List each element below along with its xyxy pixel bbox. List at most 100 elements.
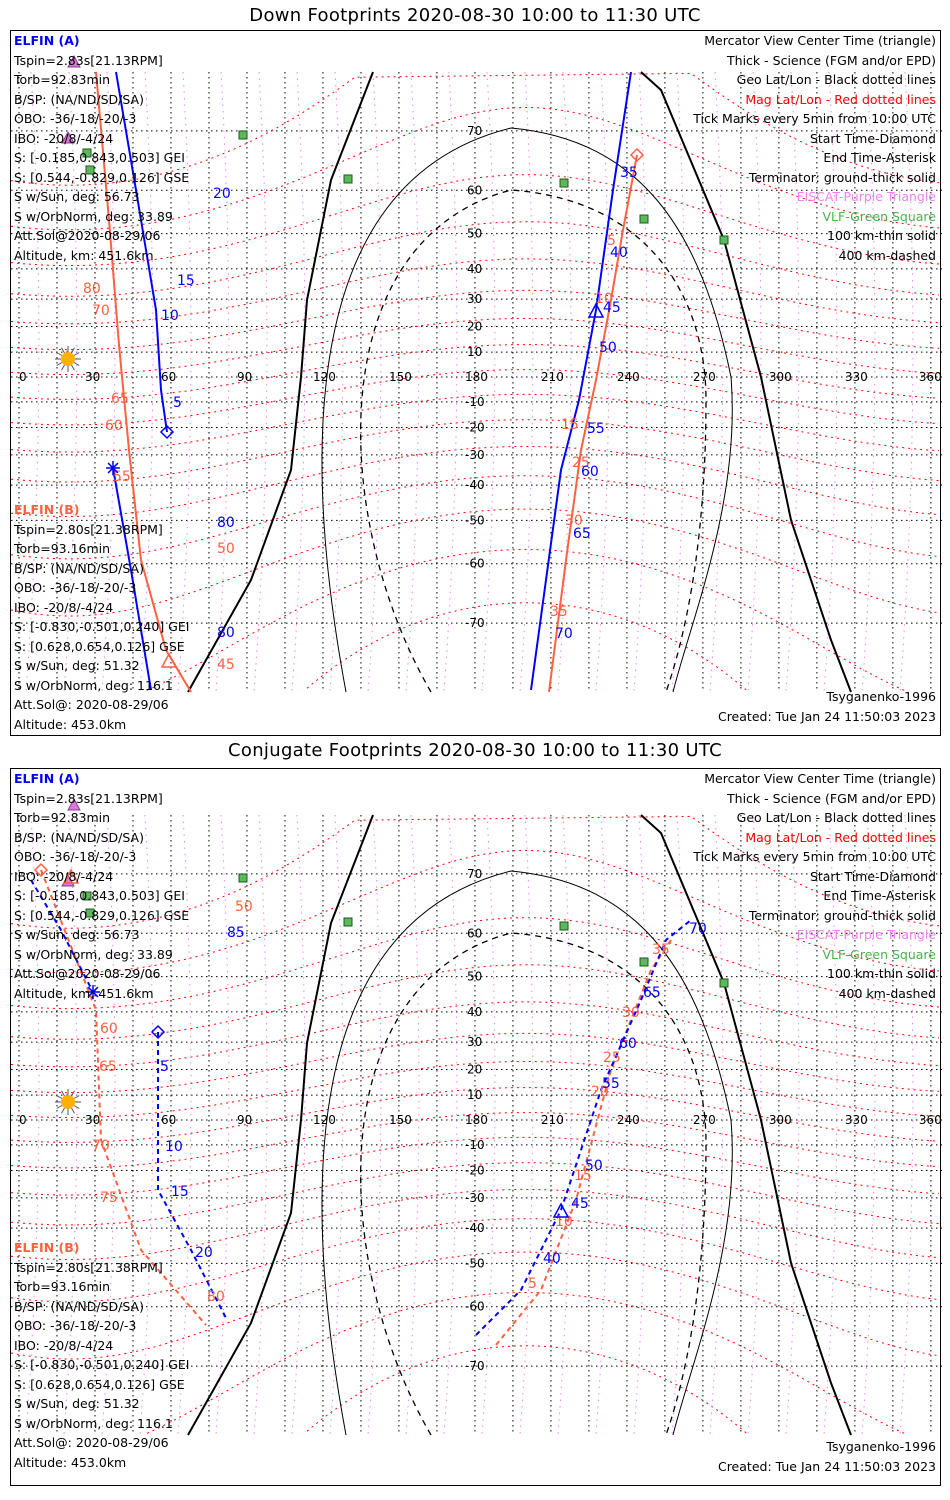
lat-tick-label: -40: [465, 478, 485, 492]
elfin-b-info-label: ELFIN (B): [14, 502, 80, 517]
elfin-a-info-line: OBO: -36/-18/-20/-3: [14, 849, 137, 864]
mag-meridian: [367, 71, 382, 693]
legend-item: Thick - Science (FGM and/or EPD): [727, 790, 936, 806]
lat-tick-label: -10: [465, 395, 485, 409]
mag-meridian: [63, 71, 78, 693]
mag-parallel: [10, 1087, 940, 1143]
elfin-b-info-line: Torb=93.16min: [14, 541, 111, 556]
legend-item: 100 km-thin solid: [827, 966, 936, 981]
elfin-a-tick-label: 40: [543, 1251, 561, 1267]
elfin-b-info-line: OBO: -36/-18/-20/-3: [14, 580, 137, 595]
mag-parallel: [10, 289, 940, 351]
lat-tick-label: 70: [467, 867, 482, 881]
legend-item: EISCAT-Purple Triangle: [796, 927, 936, 942]
lon-tick-label: 60: [161, 1113, 176, 1127]
legend-item: VLF-Green Square: [822, 946, 936, 962]
mag-meridian: [177, 71, 192, 693]
elfin-b-tick-label: 75: [100, 1190, 118, 1206]
lon-tick-label: 120: [313, 1113, 336, 1127]
lon-tick-label: 150: [389, 370, 412, 384]
vlf-station-square: [238, 873, 248, 883]
legend-item: 400 km-dashed: [838, 247, 936, 263]
legend: Mercator View Center Time (triangle) Thic…: [693, 769, 936, 1003]
elfin-b-start-diamond: [33, 862, 49, 878]
elfin-b-tick-label: 15: [574, 1168, 592, 1184]
mag-parallel: [10, 1162, 940, 1226]
elfin-a-info-line: Tspin=2.83s[21.13RPM]: [14, 52, 163, 68]
lat-tick-label: 60: [467, 183, 482, 197]
elfin-b-tick-label: 70: [92, 1138, 110, 1154]
elfin-a-info-line: Att.Sol@2020-08-29/06: [14, 966, 161, 981]
legend-item: Terminator: ground-thick solid: [748, 907, 936, 923]
mag-parallel: [10, 1218, 940, 1303]
mag-meridian: [747, 71, 762, 693]
terminator-100km: [321, 870, 733, 1436]
elfin-a-track: [30, 879, 94, 993]
elfin-b-info-line: S: [-0.830,-0.501,0.240] GEI: [14, 619, 190, 634]
elfin-b-info-line: OBO: -36/-18/-20/-3: [14, 1318, 137, 1333]
elfin-a-tick-label: 20: [213, 186, 231, 202]
elfin-b-tick-label: 30: [565, 513, 583, 529]
elfin-b-tick-label: 15: [561, 417, 579, 433]
lat-tick-label: -20: [465, 1164, 485, 1178]
lon-tick-label: 30: [85, 370, 100, 384]
lat-tick-label: 50: [467, 970, 482, 984]
lon-tick-label: 240: [617, 370, 640, 384]
lon-tick-label: 330: [845, 370, 868, 384]
mag-meridian: [329, 71, 344, 693]
elfin-a-info-line: Tspin=2.83s[21.13RPM]: [14, 790, 163, 806]
mag-meridian: [329, 814, 344, 1436]
elfin-a-tick-label: 5: [173, 395, 182, 411]
elfin-b-start-diamond: [629, 147, 645, 163]
elfin-a-info-label: ELFIN (A): [14, 771, 80, 786]
terminator-ground-west: [187, 71, 374, 693]
mag-parallel: [10, 1032, 940, 1094]
elfin-b-tick-label: 45: [217, 657, 235, 673]
mag-meridian: [405, 814, 420, 1436]
elfin-a-tick-label: 15: [177, 273, 195, 289]
mag-meridian: [481, 814, 496, 1436]
elfin-b-info-line: Att.Sol@: 2020-08-29/06: [14, 1435, 169, 1450]
legend-item: Start Time-Diamond: [809, 130, 936, 146]
elfin-a-tick-label: 45: [571, 1196, 589, 1212]
elfin-a-tick-label: 35: [620, 165, 638, 181]
elfin-a-info-line: S w/OrbNorm, deg: 33.89: [14, 208, 173, 224]
legend: Mercator View Center Time (triangle) Thic…: [693, 31, 936, 265]
lat-tick-label: -50: [465, 513, 485, 527]
lat-tick-label: 40: [467, 1005, 482, 1019]
mag-meridian: [215, 814, 230, 1436]
axis-labels: 0 30 60 90 120 150 180 210 240 270 300 330 360 70 60 50…: [19, 867, 942, 1373]
mag-meridian: [899, 814, 914, 1436]
vlf-station-square: [82, 891, 92, 901]
elfin-a-info: ELFIN (A) Tspin=2.83s[21.13RPM] Torb=92.83…: [14, 769, 189, 1003]
lon-tick-label: 270: [693, 1113, 716, 1127]
elfin-a-info-line: IBO: -20/8/-4/24: [14, 130, 114, 146]
elfin-a-info-line: Att.Sol@2020-08-29/06: [14, 228, 161, 243]
map-plot: 0 30 60 90 120 150 180 210 240 270 300 330 360 70 60 50…: [10, 797, 942, 1436]
mag-meridian: [253, 71, 268, 693]
panel-title: Conjugate Footprints 2020-08-30 10:00 to…: [228, 740, 722, 761]
legend-item: VLF-Green Square: [822, 208, 936, 224]
mag-meridian: [25, 814, 40, 1436]
elfin-a-info-line: B/SP: (NA/ND/SD/SA): [14, 91, 144, 107]
elfin-b-tick-label: 5: [607, 233, 616, 249]
lon-tick-label: 240: [617, 1113, 640, 1127]
mag-parallel: [10, 174, 940, 267]
vlf-station-square: [719, 235, 729, 245]
vlf-station-square: [85, 908, 95, 918]
terminator: [187, 814, 852, 1436]
elfin-a-tick-label: 45: [603, 300, 621, 316]
mag-meridian: [785, 71, 800, 693]
mag-meridian: [443, 814, 458, 1436]
footer: Tsyganenko-1996 Created: Tue Jan 24 11:50…: [718, 1437, 936, 1476]
conjugate-footprints-panel: 0 30 60 90 120 150 180 210 240 270 300 330 360 70 60 50…: [10, 768, 942, 1486]
terminator-100km: [321, 127, 733, 693]
lat-tick-label: 10: [467, 1088, 482, 1102]
lat-tick-label: 60: [467, 926, 482, 940]
mag-parallel: [10, 815, 940, 929]
mag-parallel: [10, 1136, 940, 1196]
elfin-a-info-line: B/SP: (NA/ND/SD/SA): [14, 829, 144, 845]
lon-tick-label: 0: [19, 370, 27, 384]
elfin-b-info-line: S: [-0.830,-0.501,0.240] GEI: [14, 1357, 190, 1372]
elfin-a-view-triangle: [552, 1202, 570, 1218]
